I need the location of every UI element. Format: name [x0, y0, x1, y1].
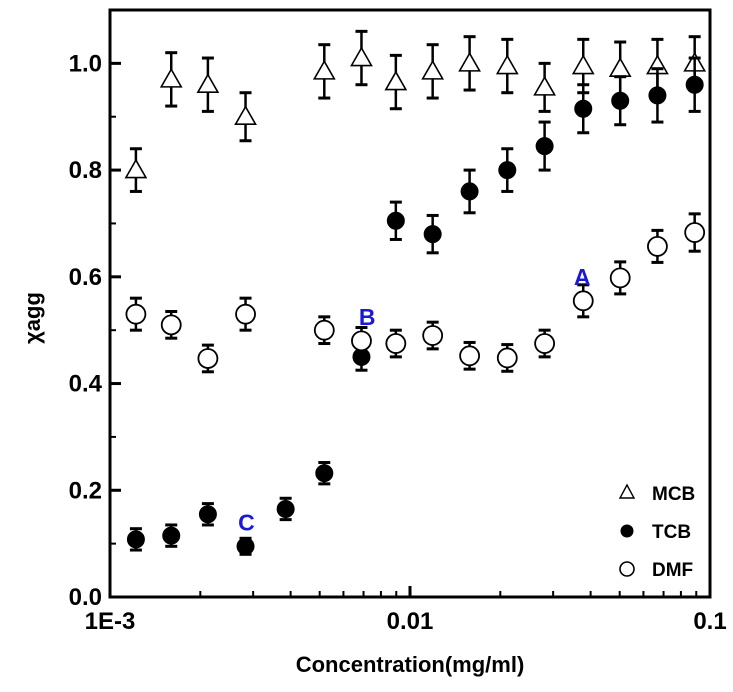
data-point: [162, 526, 181, 545]
data-point: [196, 73, 220, 94]
data-point: [276, 499, 295, 518]
x-tick-label: 0.01: [387, 608, 434, 635]
data-point: [124, 158, 148, 179]
y-axis-title: χagg: [20, 292, 45, 344]
data-point: [197, 348, 219, 369]
data-point: [159, 67, 183, 88]
data-point: [126, 530, 145, 549]
data-point: [459, 345, 480, 367]
legend-item-mcb: MCB: [618, 483, 695, 505]
data-point: [236, 537, 255, 556]
data-point: [535, 137, 554, 156]
legend-marker: [620, 524, 634, 538]
data-point: [684, 222, 706, 243]
data-point: [574, 99, 593, 118]
data-point: [534, 333, 556, 354]
annotation-label: B: [359, 304, 376, 330]
data-point: [423, 225, 442, 244]
series-tcb: [126, 56, 704, 556]
legend-item-tcb: TCB: [620, 522, 691, 543]
y-axis-ticks: 0.0 0.2 0.4 0.6 0.8 1.0: [69, 9, 121, 611]
y-tick-label: 0.0: [69, 584, 102, 611]
legend-marker: [619, 561, 635, 577]
y-tick-label: 1.0: [69, 50, 102, 77]
annotation-label: A: [574, 264, 591, 290]
series-dmf: [125, 212, 706, 374]
data-point: [421, 59, 445, 80]
data-point: [496, 347, 518, 369]
data-point: [351, 330, 372, 352]
data-point: [458, 51, 481, 72]
data-point: [533, 75, 556, 96]
data-point: [315, 464, 334, 483]
legend-label: DMF: [652, 560, 693, 581]
data-point: [235, 303, 256, 325]
data-point: [385, 333, 407, 354]
data-point: [384, 70, 408, 91]
x-tick-label: 1E-3: [85, 608, 136, 635]
y-tick-label: 0.4: [69, 371, 103, 398]
y-tick-label: 0.2: [69, 477, 102, 504]
data-point: [648, 86, 667, 105]
data-point: [572, 290, 594, 312]
x-axis-title: Concentration(mg/ml): [296, 652, 525, 677]
data-point: [234, 105, 257, 126]
data-point: [125, 303, 147, 325]
data-point: [350, 46, 373, 67]
data-point: [647, 236, 668, 257]
data-point: [685, 75, 704, 94]
data-point: [611, 91, 630, 110]
data-point: [608, 57, 632, 77]
data-point: [571, 54, 595, 75]
data-point: [498, 161, 517, 180]
data-point: [160, 314, 182, 336]
data-point: [313, 319, 335, 341]
series-mcb: [124, 29, 707, 193]
y-tick-label: 0.8: [69, 157, 102, 184]
data-series: [124, 29, 707, 556]
x-tick-label: 0.1: [693, 608, 726, 635]
data-point: [198, 505, 217, 524]
annotations: A B C: [238, 264, 590, 535]
data-point: [460, 182, 479, 201]
data-point: [422, 325, 444, 346]
data-point: [312, 59, 336, 80]
data-point: [495, 54, 519, 75]
x-axis-ticks: 1E-3 0.01 0.1: [85, 586, 727, 635]
legend: MCB TCB DMF: [618, 483, 695, 581]
legend-label: TCB: [652, 522, 691, 543]
annotation-label: C: [238, 509, 255, 535]
y-tick-label: 0.6: [69, 264, 102, 291]
data-point: [609, 267, 631, 289]
data-point: [386, 211, 405, 230]
legend-label: MCB: [652, 484, 695, 505]
legend-marker: [618, 483, 636, 499]
legend-item-dmf: DMF: [619, 560, 693, 581]
